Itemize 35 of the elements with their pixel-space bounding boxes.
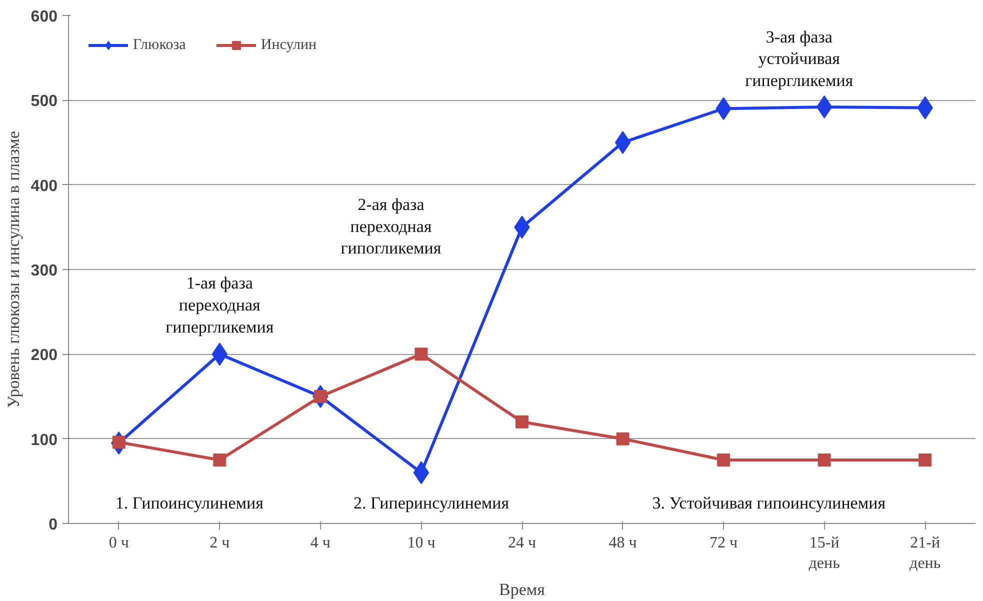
legend-label: Инсулин bbox=[260, 36, 317, 54]
point bbox=[918, 454, 932, 466]
x-tick-label: 10 ч bbox=[407, 534, 436, 552]
point bbox=[614, 131, 631, 154]
point bbox=[717, 454, 730, 466]
annotation: 2. Гиперинсулинемия bbox=[354, 494, 510, 513]
point bbox=[213, 454, 226, 466]
x-tick-label: 24 ч bbox=[508, 534, 536, 552]
point bbox=[414, 348, 428, 361]
point bbox=[516, 415, 528, 428]
x-tick-label: 72 ч bbox=[710, 534, 738, 552]
annotation: 3-ая фаза устойчивая гипергликемия bbox=[745, 27, 854, 90]
y-tick-label: 100 bbox=[30, 432, 58, 449]
legend-label: Глюкоза bbox=[133, 36, 186, 54]
point bbox=[818, 454, 831, 466]
x-tick-label: 21-й день bbox=[910, 534, 941, 572]
x-axis-title: Время bbox=[499, 580, 546, 599]
x-tick-label: 4 ч bbox=[310, 534, 330, 552]
y-tick-label: 0 bbox=[48, 516, 58, 534]
annotation: 1-ая фаза переходная гипергликемия bbox=[166, 274, 274, 336]
point bbox=[616, 432, 630, 446]
y-tick-label: 600 bbox=[30, 8, 58, 26]
y-axis-title: Уровень глюкозы и инсулина в плазме bbox=[4, 131, 23, 408]
y-tick-label: 400 bbox=[30, 178, 58, 195]
y-tick-label: 500 bbox=[30, 93, 58, 110]
annotation: 1. Гипоинсулинемия bbox=[115, 494, 264, 513]
x-tick-label: 15-й день bbox=[808, 534, 840, 572]
annotation: 2-ая фаза переходная гипогликемия bbox=[340, 194, 442, 258]
x-tick-label: 48 ч bbox=[608, 534, 637, 552]
x-tick-label: 0 ч bbox=[108, 534, 129, 552]
annotation: 3. Устойчивая гипоинсулинемия bbox=[652, 494, 886, 513]
y-tick-label: 300 bbox=[30, 262, 58, 280]
x-tick-label: 2 ч bbox=[210, 534, 230, 552]
point bbox=[413, 461, 430, 484]
y-tick-label: 200 bbox=[30, 347, 58, 364]
